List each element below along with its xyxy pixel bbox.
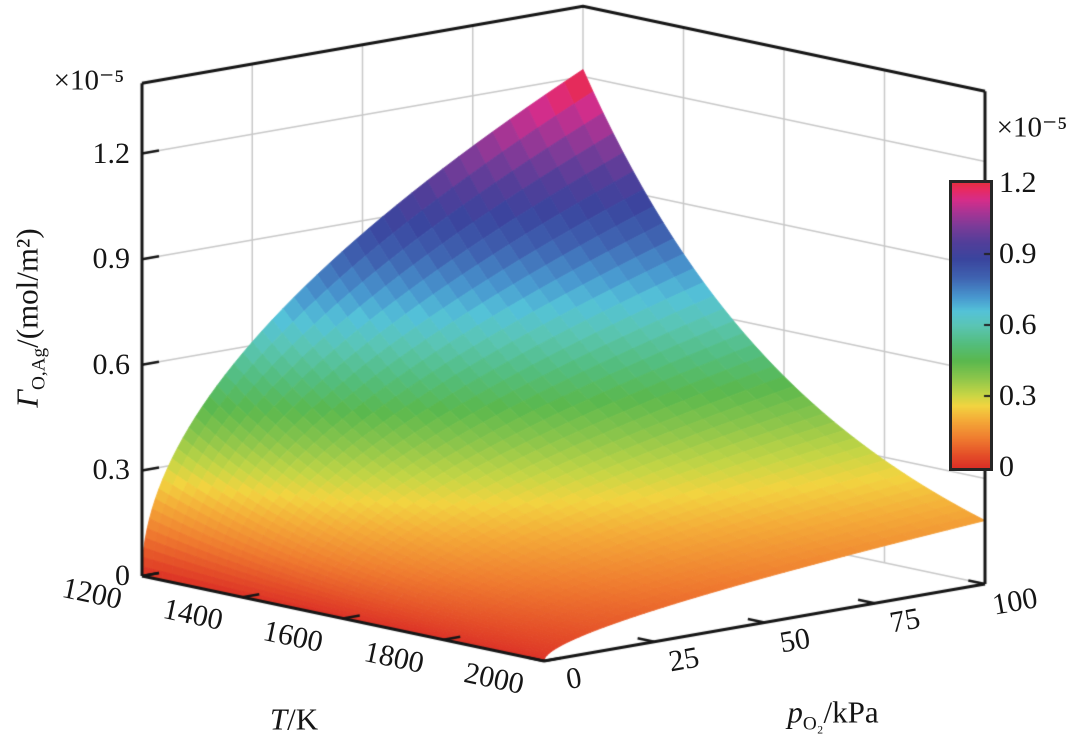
y-axis-symbol-subscript: O₂ — [802, 713, 824, 735]
y-axis-unit: /kPa — [823, 694, 879, 730]
colorbar-tick-label: 0.6 — [999, 308, 1037, 341]
y-axis-symbol: p — [787, 694, 803, 730]
y-axis-label: pO₂/kPa — [787, 694, 879, 734]
z-axis-symbol-subscript: O,Ag — [28, 347, 50, 391]
y-tick-label: 75 — [887, 601, 923, 640]
z-tick-label: 1.2 — [92, 136, 131, 170]
x-axis-unit: /K — [287, 701, 319, 737]
colorbar-tick-label: 1.2 — [999, 166, 1037, 199]
colorbar-tick-label: 0.9 — [999, 237, 1037, 270]
colorbar-tick-label: 0.3 — [999, 379, 1037, 412]
y-tick-label: 100 — [989, 581, 1040, 622]
z-axis-symbol: Γ — [9, 390, 45, 408]
z-axis-exponent-label: ×10⁻⁵ — [53, 64, 125, 97]
y-tick-label: 50 — [776, 621, 813, 659]
z-axis-label: ΓO,Ag/(mol/m²) — [9, 228, 50, 408]
colorbar-gradient — [952, 183, 990, 468]
x-axis-label: T/K — [270, 704, 318, 735]
z-tick-label: 0.3 — [92, 453, 131, 487]
z-tick-label: 0.6 — [92, 347, 131, 381]
y-tick-label: 25 — [666, 640, 702, 679]
z-tick-label: 0 — [115, 559, 130, 592]
colorbar — [949, 180, 993, 471]
colorbar-exponent-label: ×10⁻⁵ — [996, 111, 1068, 144]
z-tick-label: 0.9 — [92, 242, 131, 276]
z-axis-unit: /(mol/m²) — [9, 228, 45, 348]
colorbar-tick-label: 0 — [999, 450, 1014, 483]
x-axis-symbol: T — [269, 701, 288, 737]
